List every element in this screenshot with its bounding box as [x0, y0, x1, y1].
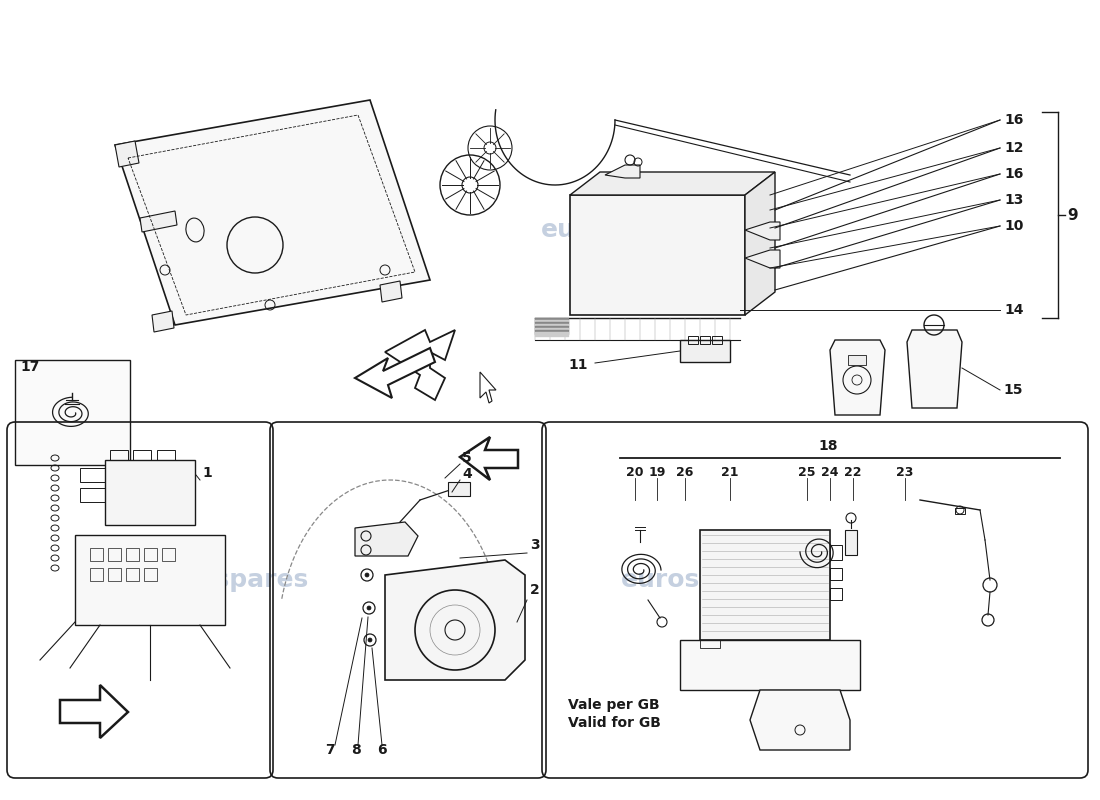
- Text: 13: 13: [1004, 193, 1023, 207]
- Text: Vale per GB: Vale per GB: [568, 698, 660, 712]
- Bar: [830, 545, 842, 560]
- Bar: [108, 548, 121, 561]
- Text: 1: 1: [202, 466, 211, 480]
- Text: 16: 16: [1004, 167, 1023, 181]
- Circle shape: [367, 606, 371, 610]
- Polygon shape: [355, 348, 434, 398]
- Text: 15: 15: [1003, 383, 1023, 397]
- Polygon shape: [116, 141, 139, 167]
- Polygon shape: [745, 222, 780, 240]
- Bar: [80, 488, 104, 502]
- Bar: [157, 450, 175, 460]
- Bar: [162, 548, 175, 561]
- Bar: [955, 508, 965, 514]
- Bar: [688, 336, 698, 344]
- Text: 23: 23: [896, 466, 914, 478]
- Bar: [845, 530, 857, 555]
- Bar: [108, 568, 121, 581]
- Text: 7: 7: [326, 743, 334, 757]
- Text: 4: 4: [462, 467, 472, 481]
- Polygon shape: [116, 100, 430, 325]
- Bar: [75, 535, 226, 625]
- Bar: [700, 640, 720, 648]
- Circle shape: [368, 638, 372, 642]
- Polygon shape: [570, 195, 745, 315]
- Text: 18: 18: [818, 439, 838, 453]
- Text: 5: 5: [462, 451, 472, 465]
- Bar: [126, 568, 139, 581]
- Text: 6: 6: [377, 743, 387, 757]
- Polygon shape: [570, 172, 776, 195]
- Polygon shape: [385, 560, 525, 680]
- Bar: [830, 588, 842, 600]
- Bar: [90, 568, 103, 581]
- Polygon shape: [745, 250, 780, 268]
- Text: 20: 20: [626, 466, 644, 478]
- Bar: [848, 355, 866, 365]
- Text: 12: 12: [1004, 141, 1023, 155]
- Bar: [680, 640, 860, 690]
- Polygon shape: [60, 685, 128, 738]
- Text: 10: 10: [1004, 219, 1023, 233]
- Polygon shape: [908, 330, 962, 408]
- Text: 21: 21: [722, 466, 739, 478]
- Text: 2: 2: [530, 583, 540, 597]
- Text: 16: 16: [1004, 113, 1023, 127]
- Bar: [126, 548, 139, 561]
- Text: 25: 25: [799, 466, 816, 478]
- Polygon shape: [750, 690, 850, 750]
- Text: 17: 17: [20, 360, 40, 374]
- Text: 11: 11: [568, 358, 587, 372]
- Bar: [830, 568, 842, 580]
- Text: 26: 26: [676, 466, 694, 478]
- Polygon shape: [385, 330, 455, 400]
- Bar: [104, 460, 195, 525]
- Text: 22: 22: [845, 466, 861, 478]
- Polygon shape: [140, 211, 177, 232]
- Bar: [15, 360, 130, 465]
- Text: Valid for GB: Valid for GB: [568, 716, 661, 730]
- Polygon shape: [745, 172, 776, 315]
- Bar: [110, 450, 128, 460]
- Text: eurospares: eurospares: [541, 218, 700, 242]
- Bar: [144, 548, 157, 561]
- Text: eurospares: eurospares: [151, 218, 309, 242]
- Text: 24: 24: [822, 466, 838, 478]
- Text: 14: 14: [1004, 303, 1023, 317]
- Text: eurospares: eurospares: [620, 568, 779, 592]
- Polygon shape: [379, 281, 401, 302]
- Polygon shape: [830, 340, 886, 415]
- Bar: [700, 336, 710, 344]
- Polygon shape: [605, 165, 640, 178]
- Bar: [680, 340, 730, 362]
- Bar: [712, 336, 722, 344]
- Bar: [144, 568, 157, 581]
- Text: 19: 19: [648, 466, 666, 478]
- Polygon shape: [355, 522, 418, 556]
- Text: 8: 8: [351, 743, 361, 757]
- Bar: [133, 450, 151, 460]
- Text: 9: 9: [1067, 207, 1078, 222]
- Polygon shape: [480, 372, 496, 403]
- Polygon shape: [460, 437, 518, 480]
- Bar: [90, 548, 103, 561]
- Circle shape: [365, 573, 369, 577]
- Bar: [700, 530, 830, 640]
- Text: eurospares: eurospares: [151, 568, 309, 592]
- Bar: [80, 468, 104, 482]
- Bar: [448, 482, 470, 496]
- Text: 3: 3: [530, 538, 540, 552]
- Polygon shape: [152, 311, 174, 332]
